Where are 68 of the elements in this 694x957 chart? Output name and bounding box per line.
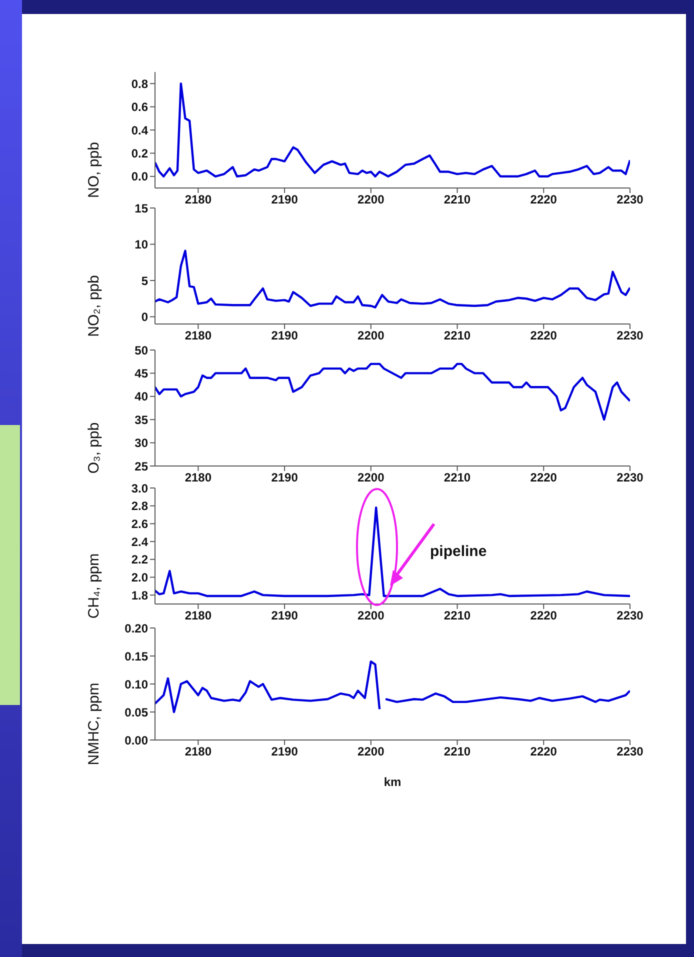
annotation: pipeline [430,543,487,560]
y-tick-label: 0.10 [124,677,148,692]
x-tick-label: 2210 [444,328,471,343]
line-series [155,82,630,178]
y-tick-label: 0.05 [124,705,148,720]
x-tick-label: 2230 [616,192,644,207]
x-tick-label: 2180 [184,192,212,207]
y-tick-label: 2.8 [131,499,148,514]
x-tick-label: 2230 [616,328,644,343]
y-tick-label: 2.2 [131,552,148,567]
line-series [155,250,630,308]
y-tick-label: 0 [141,310,148,324]
y-tick-label: 1.8 [131,588,148,602]
x-tick-label: 2190 [271,744,298,759]
x-tick-label: 2200 [358,470,385,485]
x-tick-label: 2190 [271,328,298,343]
y-tick-label: 40 [134,390,148,404]
y-tick-label: 0.2 [131,146,148,160]
x-tick-label: 2180 [184,328,212,343]
x-tick-label: 2200 [358,744,385,759]
x-tick-label: 2230 [616,744,644,759]
y-axis-title: O₃, ppb [85,422,102,474]
x-tick-label: 2220 [530,328,558,343]
x-tick-label: 2230 [616,608,644,623]
y-tick-label: 35 [134,412,148,427]
x-tick-label: 2210 [444,744,471,759]
y-tick-label: 2.6 [131,516,148,531]
x-tick-label: 2200 [358,192,385,207]
x-tick-label: 2200 [358,608,385,623]
y-tick-label: 0.8 [131,76,148,91]
x-tick-label: 2220 [530,470,558,485]
y-tick-label: 25 [134,459,148,474]
y-tick-label: 45 [134,366,148,380]
x-tick-label: 2230 [616,470,644,485]
x-tick-label: 2180 [184,470,212,485]
y-tick-label: 0.4 [131,123,148,138]
y-tick-label: 0.00 [124,733,148,748]
y-tick-label: 50 [134,343,148,358]
x-tick-label: 2180 [184,744,212,759]
x-tick-label: 2220 [530,192,558,207]
y-tick-label: 30 [134,436,148,450]
y-tick-label: 15 [134,201,148,216]
x-tick-label: 2190 [271,192,298,207]
y-tick-label: 0.6 [131,100,148,114]
x-tick-label: 2220 [530,608,558,623]
y-tick-label: 5 [141,274,148,288]
y-tick-label: 0.0 [131,170,148,184]
y-tick-label: 0.15 [124,649,148,664]
line-series [155,362,630,421]
x-tick-label: 2210 [444,470,471,485]
y-tick-label: 3.0 [131,481,148,496]
y-tick-label: 10 [134,238,148,252]
y-axis-title: NO₂, ppb [85,275,102,337]
y-tick-label: 2.0 [131,570,148,584]
y-axis-title: NO, ppb [85,142,102,198]
x-tick-label: 2210 [444,192,471,207]
x-tick-label: 2200 [358,328,385,343]
x-tick-label: 2190 [271,608,298,623]
x-tick-label: 2210 [444,608,471,623]
x-tick-label: 2220 [530,744,558,759]
y-tick-label: 2.4 [131,534,148,549]
x-axis-title: km [384,775,402,789]
line-series [155,506,630,598]
y-tick-label: 0.20 [124,621,148,636]
y-axis-title: CH₄, ppm [85,553,102,619]
x-tick-label: 2190 [271,470,298,485]
x-tick-label: 2180 [184,608,212,623]
y-axis-title: NMHC, ppm [85,682,102,766]
